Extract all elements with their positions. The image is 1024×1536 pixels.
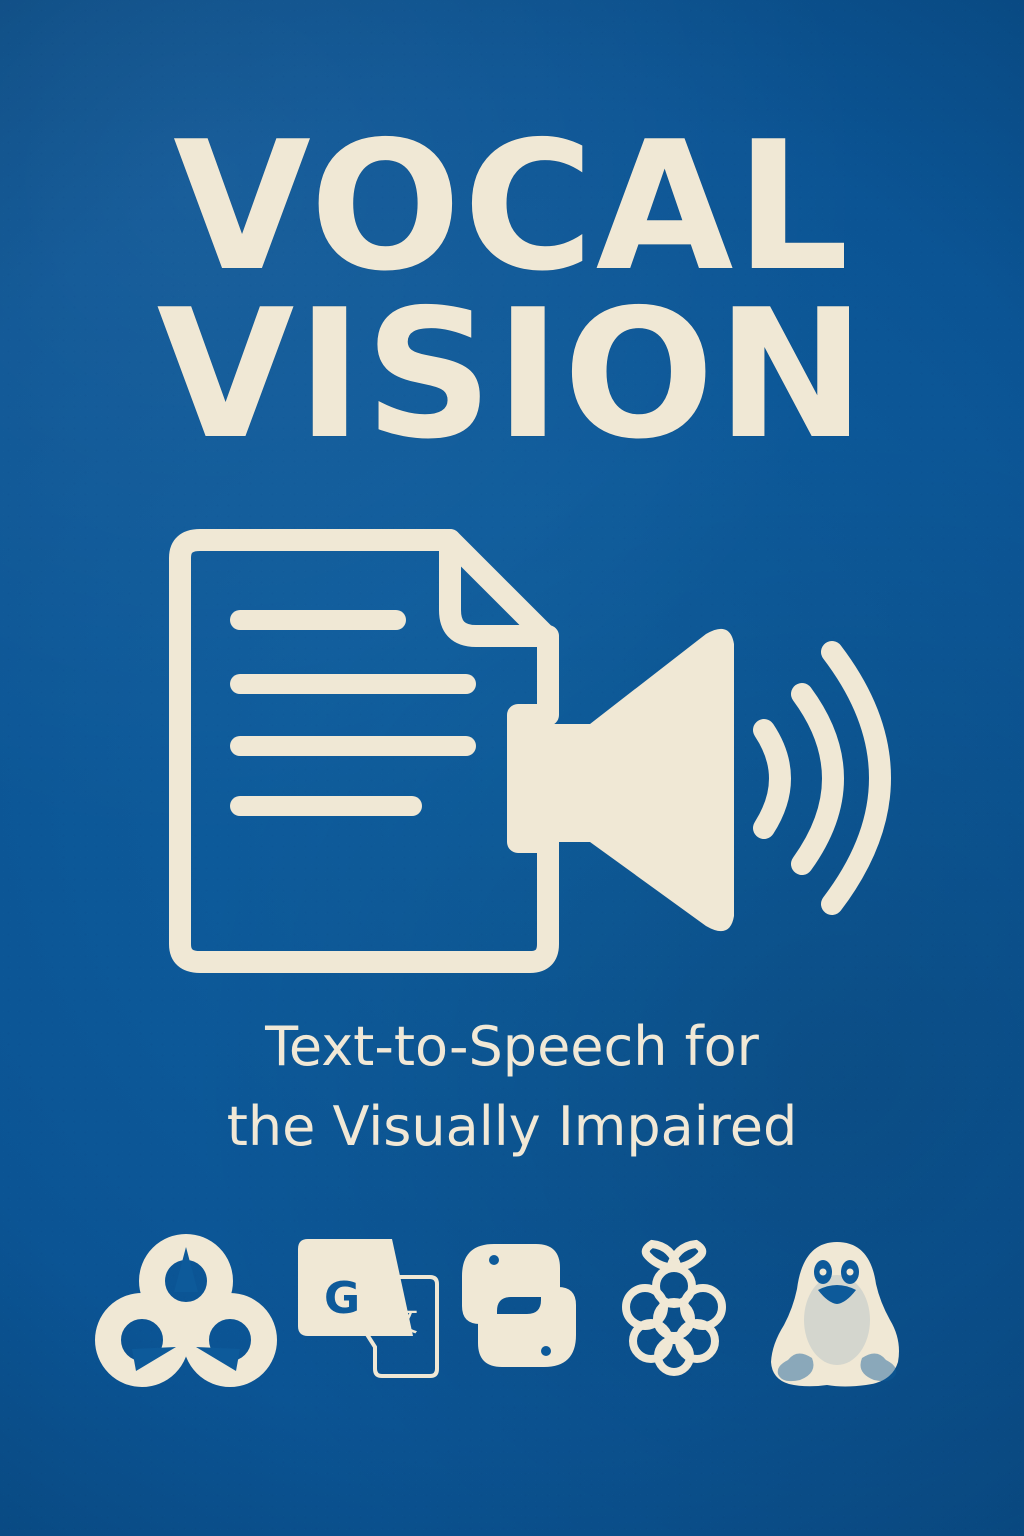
google-translate-symbol: 文 [388, 1304, 418, 1339]
sound-waves-icon [753, 641, 891, 915]
subtitle-line-2: the Visually Impaired [226, 1095, 798, 1158]
linux-tux-icon [771, 1242, 899, 1387]
python-icon [462, 1244, 576, 1367]
speaker-icon [512, 628, 734, 932]
opencv-icon [95, 1234, 277, 1387]
google-translate-letter: G [324, 1273, 360, 1324]
title-line-vocal: VOCAL [173, 103, 851, 310]
google-translate-icon: G 文 [298, 1239, 439, 1378]
title-line-vision: VISION [156, 271, 868, 478]
subtitle-line-1: Text-to-Speech for [265, 1015, 759, 1078]
raspberry-pi-icon [622, 1239, 726, 1376]
document-icon [169, 529, 559, 973]
